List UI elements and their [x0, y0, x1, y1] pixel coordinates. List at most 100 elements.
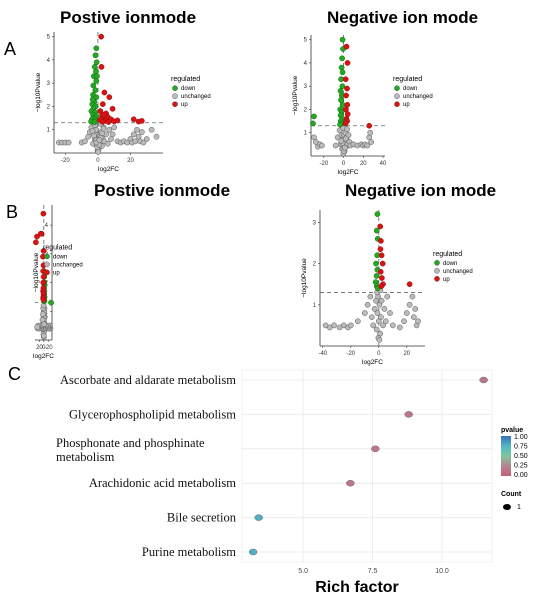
- point-unchanged: [361, 310, 368, 316]
- legend-key-up: [44, 269, 50, 276]
- point-down: [91, 64, 98, 70]
- enrichment-point: [248, 548, 258, 556]
- point-unchanged: [65, 139, 72, 146]
- category-label: Bile secretion: [167, 511, 237, 525]
- legend-key-down: [394, 85, 400, 92]
- enrichment-point: [479, 376, 488, 384]
- point-unchanged: [382, 318, 389, 325]
- point-up: [101, 89, 108, 96]
- y-axis-label: −log10Pvalue: [301, 258, 308, 298]
- point-up: [342, 76, 349, 83]
- panel-letter-c: C: [8, 364, 21, 384]
- chart-a-left: 1 2 3 4 5 -20 0 20 log2FC −log10Pvalue regulated do…: [35, 32, 211, 173]
- x-tick-label: 0: [42, 345, 46, 351]
- point-unchanged: [341, 145, 348, 151]
- point-unchanged: [368, 139, 375, 145]
- point-up: [377, 268, 384, 275]
- point-unchanged: [99, 130, 106, 137]
- point-unchanged: [148, 126, 155, 133]
- x-tick-label: 5.0: [298, 568, 308, 575]
- point-up: [377, 246, 384, 253]
- category-label: Ascorbate and aldarate metabolism: [60, 373, 236, 387]
- chart-b-left-title: Postive ionmode: [94, 181, 231, 200]
- y-tick-label: 3: [47, 81, 51, 87]
- colorbar-tick-label: 0.75: [514, 444, 528, 451]
- chart-a-left-title: Postive ionmode: [60, 8, 197, 27]
- y-axis-label: −log10Pvalue: [33, 252, 40, 292]
- y-tick-label: 2: [304, 107, 308, 113]
- legend-label-down: down: [53, 254, 67, 260]
- point-down: [339, 55, 345, 62]
- panel-letter-b: B: [6, 202, 19, 222]
- enrichment-point: [254, 514, 263, 521]
- point-unchanged: [364, 142, 371, 149]
- legend-label-down: down: [443, 261, 457, 267]
- chart-c-enrichment: 5.0 7.5 10.0 Rich factor Purine metabolism Bi…: [56, 369, 528, 596]
- point-unchanged: [347, 322, 354, 329]
- y-tick-label: 1: [313, 303, 317, 309]
- point-unchanged: [415, 318, 421, 325]
- point-unchanged: [130, 131, 137, 138]
- legend-label-unchanged: unchanged: [403, 94, 433, 100]
- point-down: [93, 45, 100, 52]
- point-unchanged: [109, 131, 116, 138]
- point-unchanged: [368, 314, 375, 321]
- enrichment-point: [371, 445, 380, 453]
- point-unchanged: [387, 310, 393, 316]
- x-tick-label: -20: [319, 161, 328, 167]
- point-down: [339, 69, 346, 76]
- point-unchanged: [374, 310, 381, 316]
- point-down: [339, 36, 346, 43]
- legend-key-up: [172, 101, 178, 107]
- point-unchanged: [412, 306, 419, 312]
- category-label: metabolism: [56, 450, 115, 464]
- colorbar-tick-label: 0.00: [514, 472, 528, 479]
- legend-label-up: up: [443, 277, 450, 283]
- point-up: [98, 64, 105, 70]
- x-tick-label: -20: [346, 351, 355, 357]
- x-tick-label: 20: [127, 158, 134, 164]
- legend-key-up: [394, 101, 400, 107]
- x-tick-label: 0: [342, 161, 346, 167]
- point-unchanged: [104, 140, 111, 147]
- point-down: [93, 78, 100, 84]
- colorbar-tick-label: 0.25: [514, 463, 528, 470]
- point-unchanged: [331, 322, 337, 329]
- point-up: [98, 33, 105, 40]
- colorbar-tick-label: 1.00: [514, 434, 528, 441]
- point-unchanged: [89, 128, 96, 134]
- point-unchanged: [384, 293, 391, 300]
- x-tick-label: 7.5: [368, 568, 378, 575]
- colorbar-title: pvalue: [501, 427, 523, 434]
- point-unchanged: [132, 138, 139, 145]
- y-tick-label: 1: [45, 309, 49, 315]
- legend-key-down: [44, 253, 50, 260]
- point-unchanged: [406, 301, 413, 308]
- point-down: [373, 227, 380, 234]
- point-unchanged: [342, 135, 349, 142]
- point-up: [37, 230, 44, 237]
- point-up: [378, 283, 385, 290]
- point-unchanged: [378, 297, 385, 304]
- x-tick-label: -20: [61, 158, 70, 164]
- point-unchanged: [389, 322, 396, 329]
- chart-b-right: 1 2 3 -40 -20 0 20 log2FC −log10Pvalue regulated d…: [301, 210, 473, 366]
- point-up: [40, 296, 47, 303]
- point-up: [40, 279, 47, 286]
- point-up: [378, 238, 384, 244]
- point-up: [378, 252, 385, 259]
- legend-key-unchanged: [172, 93, 178, 99]
- legend-label-up: up: [53, 270, 60, 276]
- point-up: [139, 118, 145, 124]
- point-down: [94, 73, 100, 80]
- y-tick-label: 4: [45, 223, 49, 229]
- point-up: [379, 260, 386, 267]
- x-axis-label: log2FC: [98, 166, 119, 173]
- category-label: Glycerophospholipid metabolism: [69, 407, 236, 421]
- y-axis-label: −log10Pvalue: [35, 72, 42, 112]
- legend-key-down: [434, 260, 440, 266]
- point-up: [105, 119, 112, 125]
- point-down: [89, 96, 96, 103]
- x-tick-label: 20: [360, 161, 367, 167]
